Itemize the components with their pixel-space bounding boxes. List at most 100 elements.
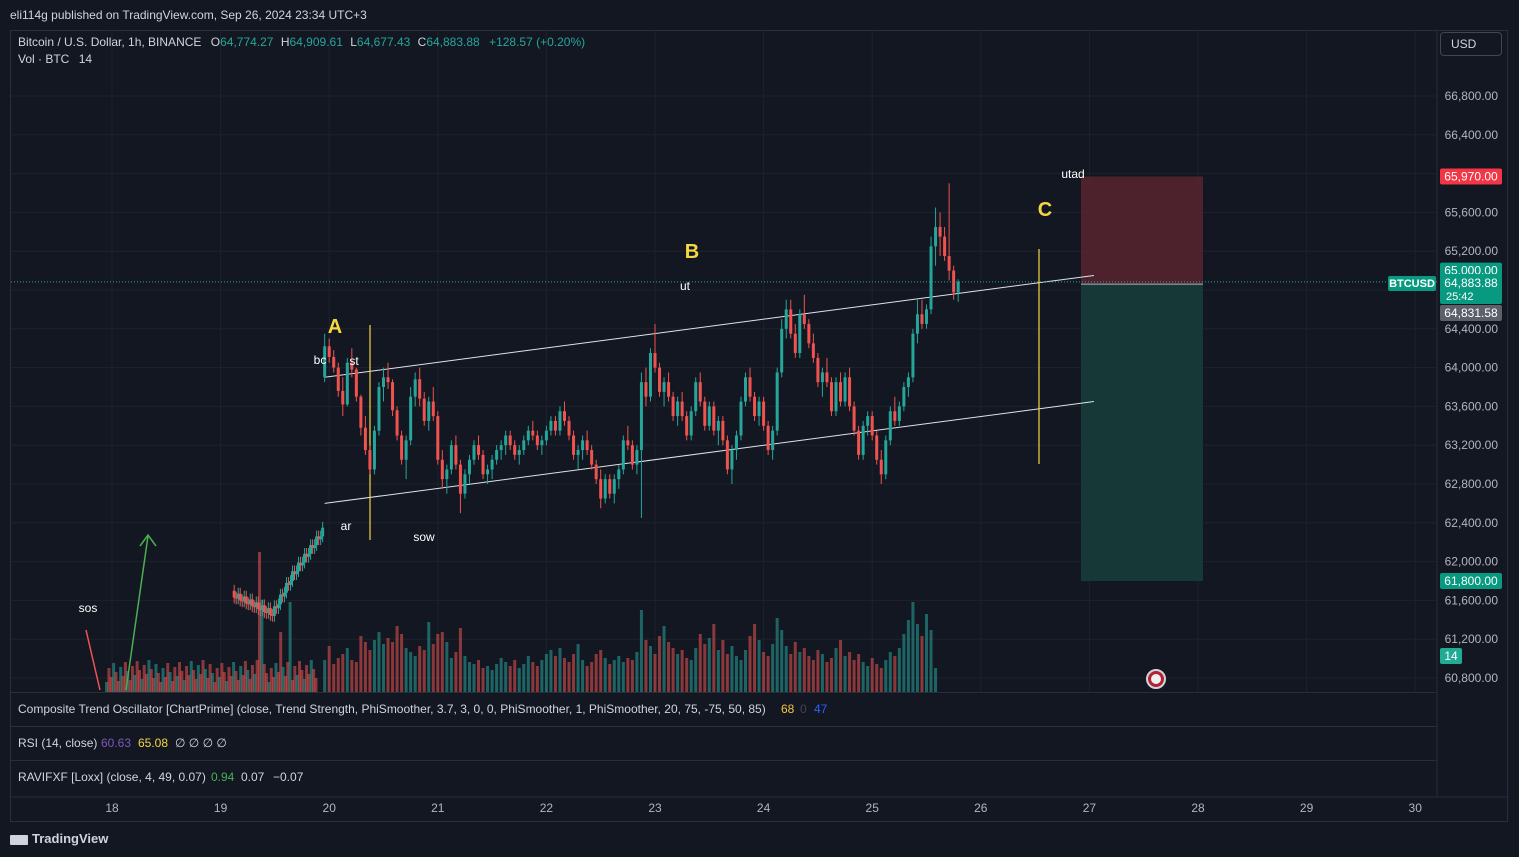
stop-loss-zone[interactable] (1081, 176, 1203, 285)
candle-body (676, 401, 680, 417)
volume-bar (549, 650, 553, 692)
volume-bar (454, 652, 458, 692)
currency-button[interactable]: USD (1440, 32, 1502, 56)
volume-bar (175, 676, 179, 692)
volume-bar (323, 660, 327, 692)
volume-bar (730, 646, 734, 692)
candle-body (472, 445, 476, 460)
volume-bar (262, 664, 266, 692)
volume-bar (248, 679, 252, 692)
target-price-tag-bg (1440, 573, 1502, 589)
volume-bar (875, 664, 879, 692)
candle-body (603, 479, 607, 499)
candle-body (843, 377, 847, 402)
volume-bar (870, 658, 874, 692)
indicator-pane-cto[interactable]: Composite Trend Oscillator [ChartPrime] … (11, 692, 1437, 727)
candle-body (947, 256, 951, 271)
us-flag-icon[interactable] (1146, 669, 1166, 689)
volume-bar (253, 674, 257, 692)
wyckoff-label-sow: sow (413, 530, 435, 544)
candle-body (321, 527, 325, 537)
volume-bar (626, 658, 630, 692)
candle-body (445, 469, 449, 480)
volume-bar (391, 642, 395, 692)
volume-bar (829, 658, 833, 692)
wave-label-c: C (1038, 199, 1052, 221)
volume-tag: 14 (1444, 649, 1458, 663)
volume-bar (222, 672, 226, 692)
volume-bar (302, 679, 306, 692)
volume-bar (544, 654, 548, 692)
volume-bar (336, 658, 340, 692)
candle-body (327, 346, 331, 357)
candle-body (572, 435, 576, 455)
candle-body (744, 377, 747, 402)
volume-bar (368, 650, 372, 692)
volume-bar (852, 660, 856, 692)
candle-body (689, 411, 693, 436)
candle-body (839, 382, 843, 402)
volume-bar (712, 624, 716, 692)
candle-body (522, 440, 526, 451)
volume-bar (739, 660, 743, 692)
volume-bar (386, 638, 390, 692)
volume-bar (133, 675, 137, 692)
wyckoff-label-st: st (349, 354, 359, 368)
channel-line-upper[interactable] (324, 274, 1094, 378)
candle-body (793, 333, 797, 354)
candle-body (313, 545, 317, 549)
volume-bar (716, 650, 720, 692)
candle-body (911, 333, 915, 378)
volume-bar (109, 677, 113, 692)
y-tick-label: 63,600.00 (1445, 399, 1499, 413)
volume-bar (594, 654, 598, 692)
candle-body (766, 425, 770, 451)
low-value: 64,677.43 (356, 35, 411, 49)
candle-body (789, 309, 793, 334)
candle-body (590, 450, 594, 465)
volume-bar (721, 640, 725, 692)
candle-body (553, 420, 557, 431)
candle-body (248, 599, 252, 605)
high-label: H (280, 35, 290, 49)
indicator-title: Composite Trend Oscillator [ChartPrime] … (18, 702, 766, 716)
candle-body (305, 553, 309, 557)
candle-body (377, 387, 381, 431)
volume-bar (925, 614, 928, 692)
volume-bar (215, 668, 219, 692)
candle-body (581, 440, 585, 451)
y-tick-label: 63,200.00 (1445, 438, 1499, 452)
volume-bar (445, 642, 449, 692)
volume-bar (689, 660, 693, 692)
volume-bar (929, 630, 933, 692)
candle-body (648, 353, 652, 397)
x-tick-label: 22 (540, 801, 554, 815)
candle-body (879, 459, 883, 475)
candle-body (286, 582, 290, 585)
indicator-pane-ravifxf[interactable]: RAVIFXF [Loxx] (close, 4, 49, 0.07) 0.94… (11, 760, 1437, 795)
target-price-tag: 61,800.00 (1444, 574, 1498, 588)
candle-body (816, 357, 820, 383)
wyckoff-label-utad: utad (1061, 167, 1084, 181)
trend-arrow-line[interactable] (125, 535, 149, 691)
volume-bar (535, 666, 539, 692)
candle-body (653, 353, 657, 368)
candle-body (363, 427, 367, 451)
take-profit-zone[interactable] (1081, 284, 1203, 581)
candle-body (280, 594, 284, 597)
candle-body (576, 450, 580, 455)
volume-bar (243, 661, 247, 692)
indicator-pane-rsi[interactable]: RSI (14, close) 60.63 65.08 ∅ ∅ ∅ ∅ (11, 726, 1437, 761)
open-label: O (210, 35, 221, 49)
volume-bar (163, 677, 167, 692)
candle-body (386, 377, 390, 383)
volume-bar (293, 666, 297, 692)
volume-bar (199, 674, 203, 692)
channel-line-lower[interactable] (324, 401, 1094, 504)
volume-bar (269, 668, 273, 692)
candle-body (857, 430, 861, 455)
indicator-value-3: 47 (814, 702, 828, 716)
volume-bar (300, 670, 304, 692)
candle-body (798, 314, 802, 354)
